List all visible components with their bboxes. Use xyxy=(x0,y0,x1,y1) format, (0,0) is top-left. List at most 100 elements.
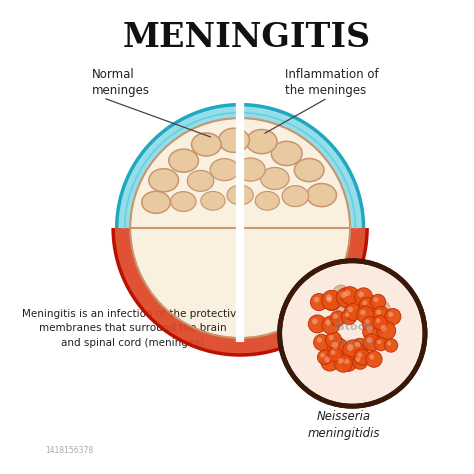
Circle shape xyxy=(328,335,334,340)
Circle shape xyxy=(332,342,338,348)
Text: iStock: iStock xyxy=(333,322,372,332)
Circle shape xyxy=(355,342,360,347)
Circle shape xyxy=(365,319,370,324)
Circle shape xyxy=(363,301,367,305)
Circle shape xyxy=(338,358,344,364)
Ellipse shape xyxy=(169,149,199,172)
Text: Credit: ttsz: Credit: ttsz xyxy=(331,338,374,347)
Ellipse shape xyxy=(219,128,249,152)
Circle shape xyxy=(325,319,331,326)
Circle shape xyxy=(325,356,330,363)
PathPatch shape xyxy=(117,105,364,228)
Circle shape xyxy=(353,354,368,369)
Circle shape xyxy=(318,350,332,365)
Circle shape xyxy=(347,344,354,351)
Ellipse shape xyxy=(255,191,280,210)
Wedge shape xyxy=(130,118,350,228)
Circle shape xyxy=(387,341,391,346)
Circle shape xyxy=(376,319,381,323)
Circle shape xyxy=(280,261,425,406)
Circle shape xyxy=(363,334,380,351)
Ellipse shape xyxy=(142,191,170,213)
Ellipse shape xyxy=(191,133,221,156)
Ellipse shape xyxy=(261,167,289,190)
Circle shape xyxy=(336,295,359,318)
Ellipse shape xyxy=(255,191,280,210)
Ellipse shape xyxy=(210,159,239,181)
Circle shape xyxy=(326,332,342,348)
Circle shape xyxy=(367,337,372,343)
Circle shape xyxy=(334,354,352,372)
Circle shape xyxy=(343,340,364,361)
Text: MENINGITIS: MENINGITIS xyxy=(123,21,371,54)
Ellipse shape xyxy=(210,159,239,181)
Circle shape xyxy=(327,297,332,302)
Ellipse shape xyxy=(227,185,253,205)
Circle shape xyxy=(314,334,330,350)
Circle shape xyxy=(314,297,319,302)
Text: 1418156378: 1418156378 xyxy=(45,446,93,455)
Ellipse shape xyxy=(191,133,221,156)
Circle shape xyxy=(347,307,353,312)
Circle shape xyxy=(355,288,373,306)
Circle shape xyxy=(317,337,322,343)
Ellipse shape xyxy=(219,128,249,152)
Circle shape xyxy=(377,340,381,344)
Circle shape xyxy=(341,310,356,325)
Circle shape xyxy=(344,303,361,320)
Circle shape xyxy=(331,350,336,355)
Ellipse shape xyxy=(271,141,302,165)
Circle shape xyxy=(363,322,382,341)
Ellipse shape xyxy=(201,191,225,210)
Ellipse shape xyxy=(236,158,265,181)
Circle shape xyxy=(358,292,364,297)
Circle shape xyxy=(330,311,345,326)
Circle shape xyxy=(323,293,340,310)
Ellipse shape xyxy=(271,141,302,165)
Circle shape xyxy=(351,338,368,356)
Circle shape xyxy=(373,316,387,330)
Circle shape xyxy=(341,356,356,371)
Ellipse shape xyxy=(201,191,225,210)
Circle shape xyxy=(357,352,362,357)
Circle shape xyxy=(333,314,338,319)
Ellipse shape xyxy=(307,183,337,207)
Circle shape xyxy=(356,357,361,362)
Circle shape xyxy=(374,297,378,302)
Circle shape xyxy=(344,359,349,364)
Circle shape xyxy=(328,338,348,358)
Circle shape xyxy=(362,317,376,331)
Circle shape xyxy=(366,326,373,332)
Text: Neisseria
meningitidis: Neisseria meningitidis xyxy=(307,410,380,440)
Circle shape xyxy=(345,312,349,317)
Ellipse shape xyxy=(171,191,196,211)
Ellipse shape xyxy=(282,186,309,207)
Ellipse shape xyxy=(282,186,309,207)
Text: Meningitis is an infection of the protective
membranes that surround the brain
a: Meningitis is an infection of the protec… xyxy=(22,309,243,347)
Ellipse shape xyxy=(171,191,196,211)
Ellipse shape xyxy=(149,169,179,192)
Circle shape xyxy=(388,312,393,317)
Circle shape xyxy=(359,297,374,312)
Circle shape xyxy=(336,288,356,308)
Ellipse shape xyxy=(236,158,265,181)
Ellipse shape xyxy=(187,171,214,191)
Ellipse shape xyxy=(169,149,199,172)
Ellipse shape xyxy=(149,169,179,192)
Ellipse shape xyxy=(261,167,289,190)
Wedge shape xyxy=(130,228,350,338)
Ellipse shape xyxy=(246,129,277,154)
Circle shape xyxy=(309,315,326,333)
Circle shape xyxy=(321,353,339,371)
Ellipse shape xyxy=(187,171,214,191)
Text: Normal
meninges: Normal meninges xyxy=(92,68,150,97)
Circle shape xyxy=(381,325,387,331)
Circle shape xyxy=(373,306,389,322)
Circle shape xyxy=(373,300,390,317)
Text: Inflammation of
the meninges: Inflammation of the meninges xyxy=(285,68,379,97)
Circle shape xyxy=(377,321,396,340)
Ellipse shape xyxy=(294,158,324,182)
Circle shape xyxy=(333,285,349,301)
Ellipse shape xyxy=(294,158,324,182)
Circle shape xyxy=(322,291,341,310)
